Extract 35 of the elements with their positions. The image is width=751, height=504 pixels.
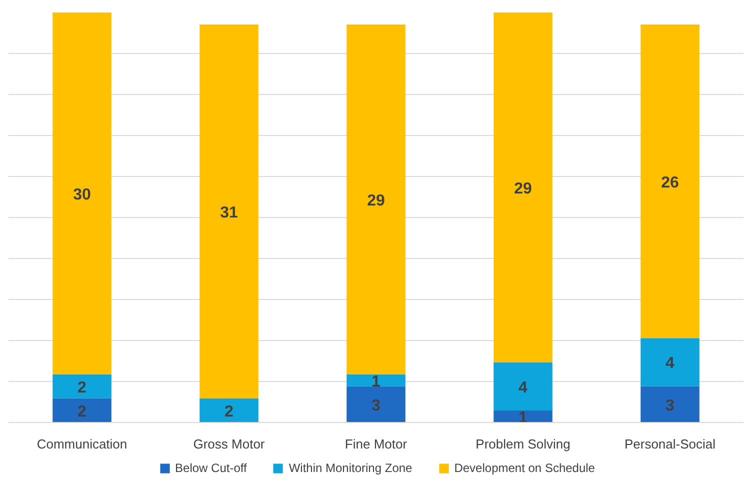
bar (200, 24, 258, 398)
x-tick-label: Problem Solving (476, 436, 570, 452)
data-label: 26 (661, 174, 679, 192)
data-label: 4 (666, 355, 675, 372)
data-label: 31 (220, 204, 238, 222)
legend-label: Development on Schedule (454, 461, 595, 475)
data-label: 1 (372, 373, 381, 390)
data-label: 2 (224, 403, 234, 420)
x-tick-label: Communication (36, 436, 128, 452)
data-label: 2 (78, 379, 87, 396)
data-label: 29 (514, 180, 532, 198)
bar (346, 24, 406, 374)
data-label: 3 (666, 397, 675, 414)
bar (640, 338, 700, 386)
data-label: 30 (73, 186, 91, 204)
x-tick-label: Gross Motor (193, 436, 266, 452)
bar (346, 374, 406, 386)
bar (640, 386, 700, 422)
bar (52, 398, 112, 422)
legend-label: Below Cut-off (175, 461, 247, 475)
legend-label: Within Monitoring Zone (288, 461, 412, 475)
x-tick-label: Fine Motor (344, 436, 408, 452)
data-label: 29 (367, 192, 385, 210)
bar (52, 12, 112, 374)
data-label: 2 (78, 403, 87, 420)
bar (52, 374, 112, 398)
bar (200, 398, 258, 422)
bar (494, 12, 552, 362)
x-tick-label: Personal-Social (624, 436, 716, 452)
data-label: 4 (518, 379, 528, 396)
bar (640, 24, 700, 338)
bar (494, 410, 552, 422)
bar (346, 386, 406, 422)
bar (494, 362, 552, 410)
data-label: 3 (372, 397, 381, 414)
